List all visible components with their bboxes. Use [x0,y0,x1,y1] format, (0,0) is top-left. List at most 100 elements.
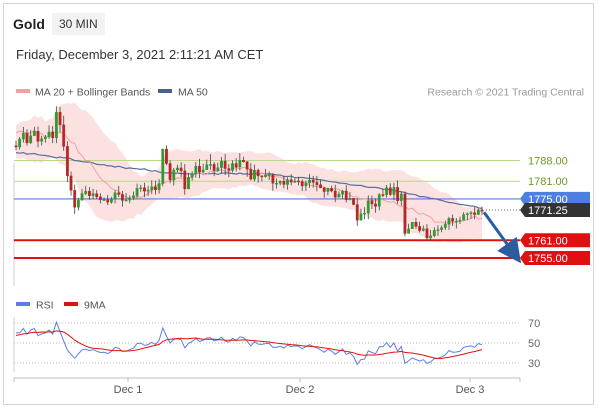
candle-body [407,228,411,234]
candle [161,148,165,187]
candle [36,126,40,148]
candle-body [121,194,124,201]
candle-body [396,187,400,201]
candle [150,180,154,195]
candle-body [220,160,223,168]
candle-body [113,192,117,200]
candle-body [198,165,201,173]
candle-body [304,182,308,187]
candle-body [132,195,135,198]
candle [348,191,352,201]
candle [399,191,403,206]
candle-body [451,218,455,222]
candle [275,178,278,189]
candle-body [359,213,363,221]
candle [319,179,322,189]
candle [410,221,414,229]
candle-body [352,198,355,205]
candle [341,190,344,199]
candle-body [381,194,385,196]
candle [117,185,121,198]
rsi-axis-label: 50 [528,338,540,350]
candle-body [443,224,447,228]
candle [98,193,102,204]
candle [146,185,150,196]
candle [440,225,444,233]
candle [62,115,66,151]
candle-body [297,180,300,183]
candle [21,126,25,143]
candle [128,195,132,204]
candle [366,195,370,220]
candle [454,218,458,229]
candle [234,158,238,172]
candle-body [84,191,88,194]
candle [172,167,176,186]
candle [14,140,18,151]
candle [282,175,286,189]
resistance-label-tag: 1775.00 [520,191,590,206]
ma50-line [15,151,483,209]
candle-body [76,199,80,208]
rsi-plot: 70 50 30 [13,317,540,372]
candle [231,160,234,173]
forecast-arrow [482,211,522,264]
ma50-legend-swatch [158,89,172,93]
candle-body [421,228,425,231]
candle [256,168,260,183]
timeframe-badge[interactable]: 30 MIN [52,13,105,35]
candle-body [98,196,102,201]
candle [65,141,69,183]
candle-body [245,161,249,170]
candle [377,193,381,211]
candle [80,188,84,201]
candle-body [392,187,396,195]
candle-body [458,219,462,222]
candle [374,198,377,213]
candle-body [256,170,260,177]
rsi-axis-label: 30 [528,358,540,370]
support-label-tag: 1761.00 [520,233,590,248]
candle-body [385,187,388,195]
candle [76,197,80,211]
candle-body [80,193,84,201]
candle [110,196,113,204]
candle [370,195,374,209]
candle-body [275,183,278,185]
candle [267,171,271,181]
candle [238,153,242,171]
ma50-legend-label: MA 50 [178,87,208,99]
candle-body [154,186,157,190]
candle [436,225,440,236]
candle [363,207,366,220]
candle-body [469,212,473,215]
candle [429,229,433,241]
support-label: 1761.00 [528,235,568,247]
candle-body [355,204,359,221]
last-price-label: 1771.25 [528,205,568,217]
candle-body [377,194,381,207]
rsi-ma-legend-label: 9MA [84,300,106,312]
candle-body [374,203,377,207]
candle [58,106,62,133]
candle [176,164,179,173]
candle-body [465,213,469,215]
pivot-label: 1788.00 [528,156,568,168]
candle-body [286,179,289,185]
candle [315,175,319,192]
candle-body [65,146,69,177]
candle-body [168,163,172,180]
candle [480,206,484,216]
candle [220,157,223,174]
candle-body [337,194,341,198]
x-axis-label: Dec 1 [114,384,143,396]
candle [132,191,135,201]
candle-body [183,170,187,190]
candle [264,168,267,178]
candle [69,171,73,196]
candle-body [58,111,62,126]
candle-body [227,168,231,171]
candle-body [473,212,477,215]
candle [121,190,124,207]
